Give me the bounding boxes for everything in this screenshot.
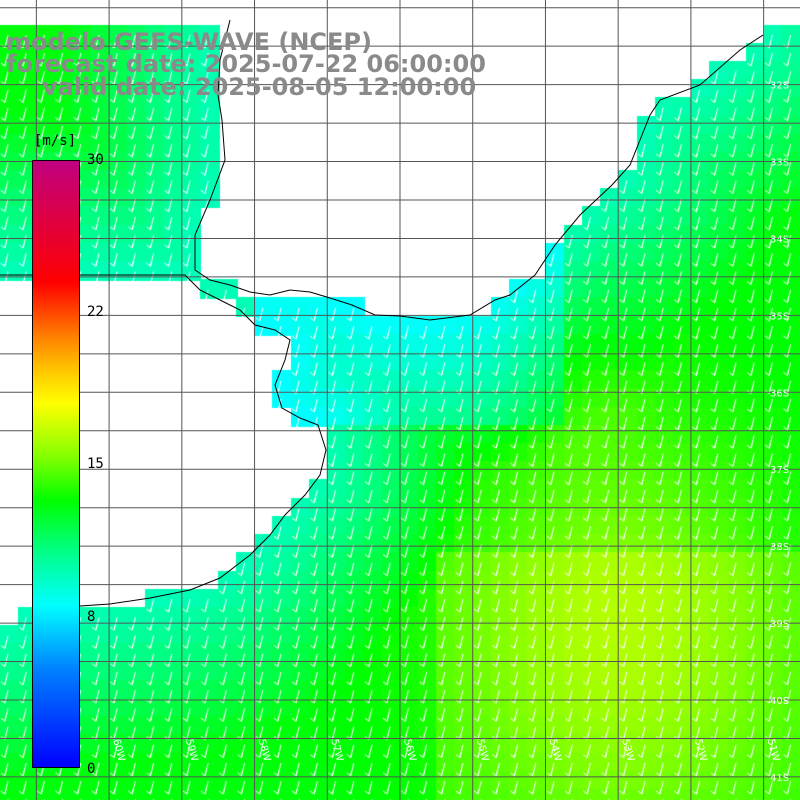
longitude-label: 60W	[110, 738, 127, 763]
latitude-label: 40S	[770, 696, 789, 707]
coastline	[0, 19, 764, 613]
longitude-labels: 61W60W59W58W57W56W55W54W53W52W51W	[37, 738, 781, 763]
longitude-label: 53W	[619, 738, 636, 763]
latitude-label: 41S	[770, 773, 789, 784]
title-model: modelo GEFS-WAVE (NCEP)	[6, 28, 372, 56]
latitude-label: 39S	[770, 619, 789, 630]
colorbar-tick-22: 22	[87, 304, 104, 320]
latitude-label: 36S	[770, 388, 789, 399]
colorbar-tick-8: 8	[87, 609, 96, 625]
longitude-label: 55W	[474, 738, 491, 763]
longitude-label: 57W	[328, 738, 345, 763]
title-forecast-date: forecast date: 2025-07-22 06:00:00	[6, 50, 486, 78]
colorbar-tick-30: 30	[87, 152, 104, 168]
longitude-label: 51W	[765, 738, 782, 763]
colorbar-unit: [m/s]	[34, 133, 77, 149]
title-valid-date: valid date: 2025-08-05 12:00:00	[42, 73, 477, 101]
longitude-label: 59W	[183, 738, 200, 763]
latitude-label: 38S	[770, 542, 789, 553]
colorbar	[32, 160, 80, 768]
latitude-label: 33S	[770, 158, 789, 169]
colorbar-tick-0: 0	[87, 761, 96, 777]
longitude-label: 58W	[256, 738, 273, 763]
longitude-label: 52W	[692, 738, 709, 763]
colorbar-tick-15: 15	[87, 456, 104, 472]
latitude-label: 32S	[770, 81, 789, 92]
latitude-label: 37S	[770, 465, 789, 476]
longitude-label: 54W	[547, 738, 564, 763]
latitude-labels: 32S 33S 34S 35S 36S 37S 38S 39S 40S 41S	[770, 81, 789, 784]
longitude-label: 56W	[401, 738, 418, 763]
latitude-label: 35S	[770, 311, 789, 322]
latitude-label: 34S	[770, 234, 789, 245]
